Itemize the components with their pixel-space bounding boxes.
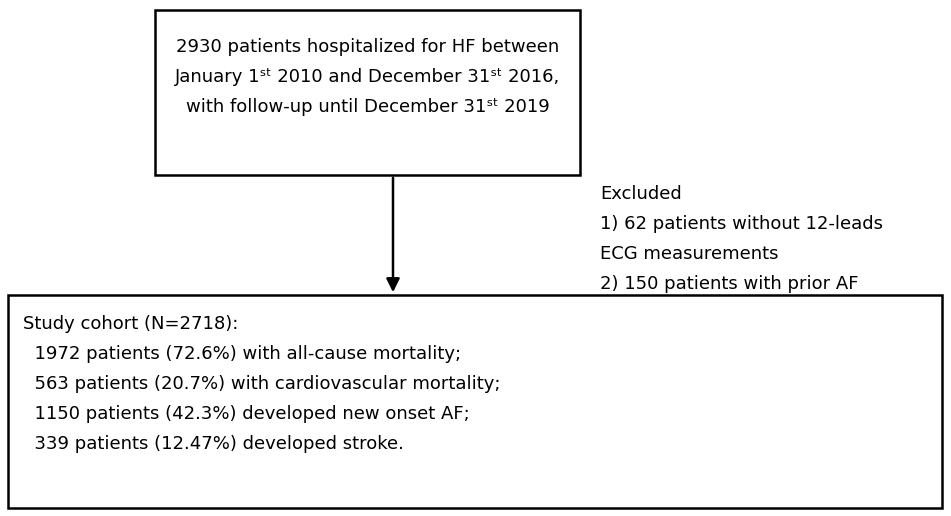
Text: 563 patients (20.7%) with cardiovascular mortality;: 563 patients (20.7%) with cardiovascular…	[23, 375, 500, 393]
Text: 2) 150 patients with prior AF: 2) 150 patients with prior AF	[600, 275, 859, 293]
Bar	[155, 10, 580, 175]
Text: 1150 patients (42.3%) developed new onset AF;: 1150 patients (42.3%) developed new onse…	[23, 405, 470, 423]
Text: 1972 patients (72.6%) with all-cause mortality;: 1972 patients (72.6%) with all-cause mor…	[23, 345, 461, 363]
Text: ECG measurements: ECG measurements	[600, 245, 779, 263]
Text: Study cohort (N=2718):: Study cohort (N=2718):	[23, 315, 239, 333]
Text: 2930 patients hospitalized for HF between: 2930 patients hospitalized for HF betwee…	[176, 38, 559, 56]
Text: 1) 62 patients without 12-leads: 1) 62 patients without 12-leads	[600, 215, 883, 233]
Text: 339 patients (12.47%) developed stroke.: 339 patients (12.47%) developed stroke.	[23, 435, 404, 453]
Text: Excluded: Excluded	[600, 185, 682, 203]
Text: January 1ˢᵗ 2010 and December 31ˢᵗ 2016,: January 1ˢᵗ 2010 and December 31ˢᵗ 2016,	[175, 68, 560, 86]
Text: with follow-up until December 31ˢᵗ 2019: with follow-up until December 31ˢᵗ 2019	[185, 98, 550, 116]
Bar	[8, 295, 942, 508]
